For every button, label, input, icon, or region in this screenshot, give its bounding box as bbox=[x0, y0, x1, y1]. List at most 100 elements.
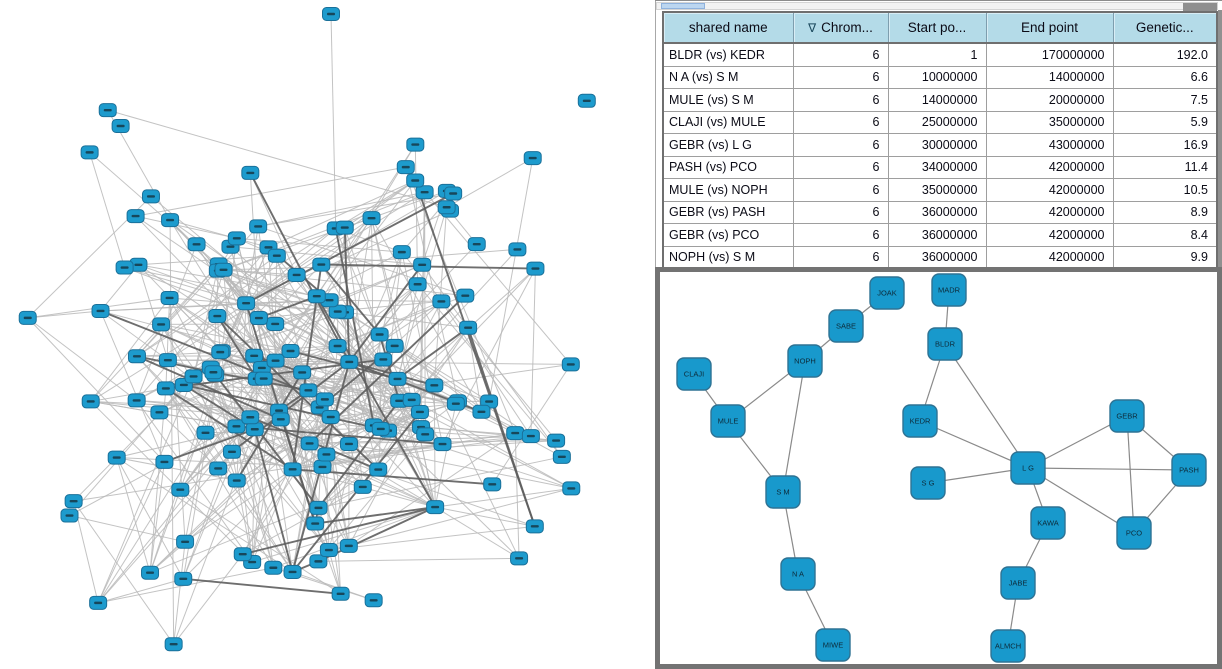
network-node[interactable] bbox=[483, 477, 502, 492]
scrollbar-thumb[interactable] bbox=[661, 3, 705, 9]
network-node[interactable] bbox=[64, 494, 83, 509]
network-node[interactable] bbox=[525, 519, 544, 534]
network-node[interactable] bbox=[141, 565, 160, 580]
table-row[interactable]: CLAJI (vs) MULE 6 25000000 35000000 5.9 bbox=[663, 111, 1218, 134]
network-node[interactable] bbox=[388, 371, 407, 386]
network-node[interactable] bbox=[287, 267, 306, 282]
column-header-end-point[interactable]: End point bbox=[986, 12, 1114, 44]
network-node-MIWE[interactable]: MIWE bbox=[815, 628, 851, 662]
network-node[interactable] bbox=[266, 353, 285, 368]
network-node[interactable] bbox=[526, 261, 545, 276]
network-node[interactable] bbox=[410, 404, 429, 419]
network-node[interactable] bbox=[446, 396, 465, 411]
network-node[interactable] bbox=[187, 237, 206, 252]
network-node[interactable] bbox=[328, 304, 347, 319]
network-node-JOAK[interactable]: JOAK bbox=[869, 276, 905, 310]
network-node[interactable] bbox=[184, 369, 203, 384]
network-node[interactable] bbox=[339, 538, 358, 553]
network-node-LG[interactable]: L G bbox=[1010, 451, 1046, 485]
network-node[interactable] bbox=[127, 349, 146, 364]
network-node[interactable] bbox=[129, 257, 148, 272]
table-row[interactable]: PASH (vs) PCO 6 34000000 42000000 11.4 bbox=[663, 156, 1218, 179]
network-node[interactable] bbox=[328, 339, 347, 354]
network-node[interactable] bbox=[321, 409, 340, 424]
network-node[interactable] bbox=[211, 345, 230, 360]
network-node[interactable] bbox=[577, 93, 596, 108]
network-node[interactable] bbox=[150, 405, 169, 420]
network-node-MADR[interactable]: MADR bbox=[931, 273, 967, 307]
network-node[interactable] bbox=[174, 571, 193, 586]
table-row[interactable]: GEBR (vs) PASH 6 36000000 42000000 8.9 bbox=[663, 201, 1218, 224]
table-row[interactable]: MULE (vs) NOPH 6 35000000 42000000 10.5 bbox=[663, 178, 1218, 202]
network-node[interactable] bbox=[222, 444, 241, 459]
network-node[interactable] bbox=[209, 461, 228, 476]
network-node[interactable] bbox=[340, 354, 359, 369]
network-node[interactable] bbox=[456, 288, 475, 303]
network-node[interactable] bbox=[339, 436, 358, 451]
network-node[interactable] bbox=[161, 213, 180, 228]
table-row[interactable]: NOPH (vs) S M 6 36000000 42000000 9.9 bbox=[663, 246, 1218, 270]
network-node[interactable] bbox=[547, 433, 566, 448]
network-node[interactable] bbox=[472, 404, 491, 419]
column-header-chromosome[interactable]: ∇ Chrom... bbox=[793, 12, 889, 44]
network-node[interactable] bbox=[369, 462, 388, 477]
network-node-SG[interactable]: S G bbox=[910, 466, 946, 500]
network-node-BLDR[interactable]: BLDR bbox=[927, 327, 963, 361]
filtered-network-panel[interactable]: JOAK MADR SABE NOPH CLAJI BLDR MULE KEDR GEBR L G… bbox=[655, 267, 1222, 669]
network-node[interactable] bbox=[319, 543, 338, 558]
filter-icon[interactable]: ∇ bbox=[808, 21, 817, 35]
network-node[interactable] bbox=[437, 200, 456, 215]
network-node[interactable] bbox=[266, 316, 285, 331]
network-node[interactable] bbox=[241, 165, 260, 180]
network-node[interactable] bbox=[81, 394, 100, 409]
network-node[interactable] bbox=[506, 426, 525, 441]
network-node[interactable] bbox=[214, 262, 233, 277]
network-node-JABE[interactable]: JABE bbox=[1000, 566, 1036, 600]
network-node[interactable] bbox=[233, 547, 252, 562]
network-node[interactable] bbox=[459, 320, 478, 335]
network-node[interactable] bbox=[60, 508, 79, 523]
network-node[interactable] bbox=[227, 419, 246, 434]
network-node[interactable] bbox=[89, 595, 108, 610]
network-node[interactable] bbox=[18, 310, 37, 325]
network-node[interactable] bbox=[127, 393, 146, 408]
network-node[interactable] bbox=[374, 352, 393, 367]
network-node[interactable] bbox=[171, 482, 190, 497]
network-node[interactable] bbox=[562, 481, 581, 496]
network-node[interactable] bbox=[249, 311, 268, 326]
network-node[interactable] bbox=[432, 294, 451, 309]
network-node[interactable] bbox=[252, 360, 271, 375]
network-node[interactable] bbox=[196, 425, 215, 440]
network-node-PASH[interactable]: PASH bbox=[1171, 453, 1207, 487]
network-node[interactable] bbox=[241, 410, 260, 425]
network-node[interactable] bbox=[444, 186, 463, 201]
network-node[interactable] bbox=[552, 449, 571, 464]
network-node[interactable] bbox=[408, 277, 427, 292]
network-node[interactable] bbox=[433, 437, 452, 452]
network-node[interactable] bbox=[98, 103, 117, 118]
network-node-PCO[interactable]: PCO bbox=[1116, 516, 1152, 550]
network-node[interactable] bbox=[426, 500, 445, 515]
network-node[interactable] bbox=[317, 447, 336, 462]
network-node[interactable] bbox=[335, 220, 354, 235]
network-node[interactable] bbox=[331, 586, 350, 601]
network-node[interactable] bbox=[281, 343, 300, 358]
network-node[interactable] bbox=[312, 257, 331, 272]
network-node[interactable] bbox=[299, 383, 318, 398]
network-node-KAWA[interactable]: KAWA bbox=[1030, 506, 1066, 540]
network-node[interactable] bbox=[402, 392, 421, 407]
network-node[interactable] bbox=[254, 371, 273, 386]
network-node-NOPH[interactable]: NOPH bbox=[787, 344, 823, 378]
network-node[interactable] bbox=[370, 327, 389, 342]
network-node[interactable] bbox=[115, 260, 134, 275]
network-node[interactable] bbox=[227, 231, 246, 246]
network-node-KEDR[interactable]: KEDR bbox=[902, 404, 938, 438]
vertical-scrollbar[interactable] bbox=[1218, 10, 1222, 267]
network-node[interactable] bbox=[155, 454, 174, 469]
network-node[interactable] bbox=[141, 189, 160, 204]
network-node-CLAJI[interactable]: CLAJI bbox=[676, 357, 712, 391]
network-node[interactable] bbox=[396, 160, 415, 175]
horizontal-scrollbar[interactable] bbox=[656, 2, 1218, 11]
network-node[interactable] bbox=[80, 145, 99, 160]
network-node[interactable] bbox=[245, 422, 264, 437]
